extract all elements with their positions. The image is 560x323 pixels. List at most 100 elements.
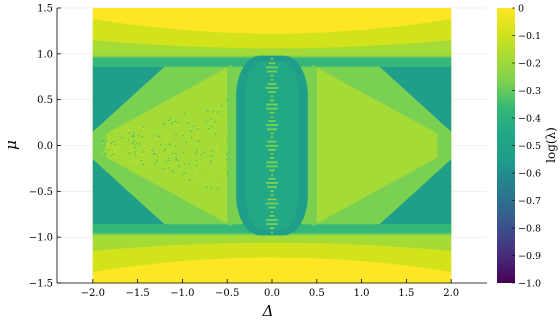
speckle-dot (138, 126, 140, 129)
speckle-dot (214, 121, 216, 123)
fringe-mark (266, 165, 278, 168)
speckle-dot (132, 130, 134, 132)
speckle-dot (188, 137, 190, 139)
speckle-dot (117, 152, 119, 154)
speckle-dot (215, 137, 217, 139)
speckle-dot (215, 150, 217, 152)
speckle-dot (118, 147, 121, 149)
speckle-dot (226, 99, 228, 101)
speckle-dot (210, 186, 212, 189)
speckle-dot (141, 141, 143, 143)
speckle-dot (126, 156, 129, 159)
speckle-dot (169, 118, 171, 120)
speckle-dot (136, 142, 138, 144)
speckle-dot (226, 173, 228, 175)
speckle-dot (195, 152, 197, 155)
speckle-dot (106, 140, 108, 142)
speckle-dot (150, 143, 152, 145)
fringe-mark (267, 198, 277, 201)
y-tick-label: 1.0 (37, 49, 53, 60)
speckle-dot (168, 143, 170, 145)
y-tick-label: 1.5 (37, 4, 53, 15)
fringe-mark (268, 62, 276, 65)
speckle-dot (135, 160, 138, 162)
colorbar-tick-label: −0.9 (518, 251, 541, 262)
speckle-dot (182, 173, 184, 175)
speckle-dot (175, 145, 177, 147)
speckle-dot (132, 142, 134, 144)
speckle-dot (169, 144, 171, 146)
speckle-dot (105, 138, 107, 140)
colorbar-tick-label: −0.3 (518, 86, 541, 97)
speckle-dot (154, 138, 156, 140)
colorbar-tick-label: −0.7 (518, 196, 541, 207)
speckle-dot (153, 153, 155, 155)
speckle-dot (136, 152, 138, 154)
speckle-dot (203, 152, 205, 154)
speckle-dot (212, 111, 214, 113)
speckle-dot (158, 154, 160, 156)
speckle-dot (211, 125, 213, 128)
speckle-dot (132, 159, 134, 161)
fringe-mark (265, 202, 279, 205)
speckle-dot (209, 155, 211, 157)
speckle-dot (216, 175, 218, 177)
colorbar: 0 −0.1 −0.2 −0.3 −0.4 −0.5 −0.6 −0.7 −0.8 −0.9 −1.… (497, 4, 541, 290)
speckle-dot (197, 165, 199, 167)
speckle-dot (168, 157, 170, 159)
speckle-dot (168, 119, 170, 122)
y-tick-label: 0.5 (37, 95, 53, 106)
speckle-dot (144, 163, 146, 165)
speckle-dot (113, 143, 115, 145)
speckle-dot (111, 152, 113, 154)
fringe-mark (271, 231, 273, 234)
x-tick-label: 1.5 (398, 288, 414, 299)
speckle-dot (128, 132, 130, 134)
speckle-dot (170, 149, 172, 151)
speckle-dot (103, 143, 105, 145)
speckle-dot (185, 178, 187, 180)
speckle-dot (134, 153, 136, 156)
speckle-dot (226, 171, 228, 173)
speckle-dot (198, 160, 200, 163)
speckle-dot (143, 126, 145, 128)
speckle-dot (211, 154, 213, 157)
x-tick-label: 0.5 (309, 288, 325, 299)
speckle-dot (216, 188, 219, 190)
speckle-dot (197, 132, 199, 134)
speckle-dot (144, 129, 146, 131)
speckle-dot (138, 135, 140, 137)
speckle-dot (215, 133, 217, 135)
speckle-dot (174, 121, 177, 123)
speckle-dot (130, 150, 132, 152)
speckle-dot (118, 141, 120, 143)
speckle-dot (153, 163, 155, 165)
speckle-dot (113, 144, 115, 146)
colorbar-tick-label: −0.4 (518, 114, 541, 125)
speckle-dot (134, 144, 136, 146)
speckle-dot (196, 165, 198, 167)
x-tick-label: 1.0 (354, 288, 370, 299)
speckle-dot (161, 155, 163, 157)
speckle-dot (196, 170, 198, 173)
speckle-dot (206, 186, 208, 188)
speckle-dot (205, 121, 208, 123)
speckle-dot (155, 155, 157, 158)
fringe-mark (265, 87, 279, 89)
speckle-dot (108, 139, 110, 141)
x-tick-label: −1.5 (125, 288, 149, 299)
speckle-dot (175, 157, 177, 159)
fringe-mark (268, 149, 276, 151)
fringe-mark (269, 111, 275, 114)
speckle-dot (217, 107, 219, 109)
speckle-dot (149, 156, 151, 158)
speckle-dot (142, 127, 144, 130)
fringe-mark (269, 157, 275, 159)
speckle-dot (114, 154, 116, 156)
fringe-mark (270, 136, 274, 139)
speckle-dot (169, 124, 171, 126)
speckle-dot (210, 118, 212, 120)
speckle-dot (205, 180, 207, 182)
speckle-dot (128, 152, 130, 154)
